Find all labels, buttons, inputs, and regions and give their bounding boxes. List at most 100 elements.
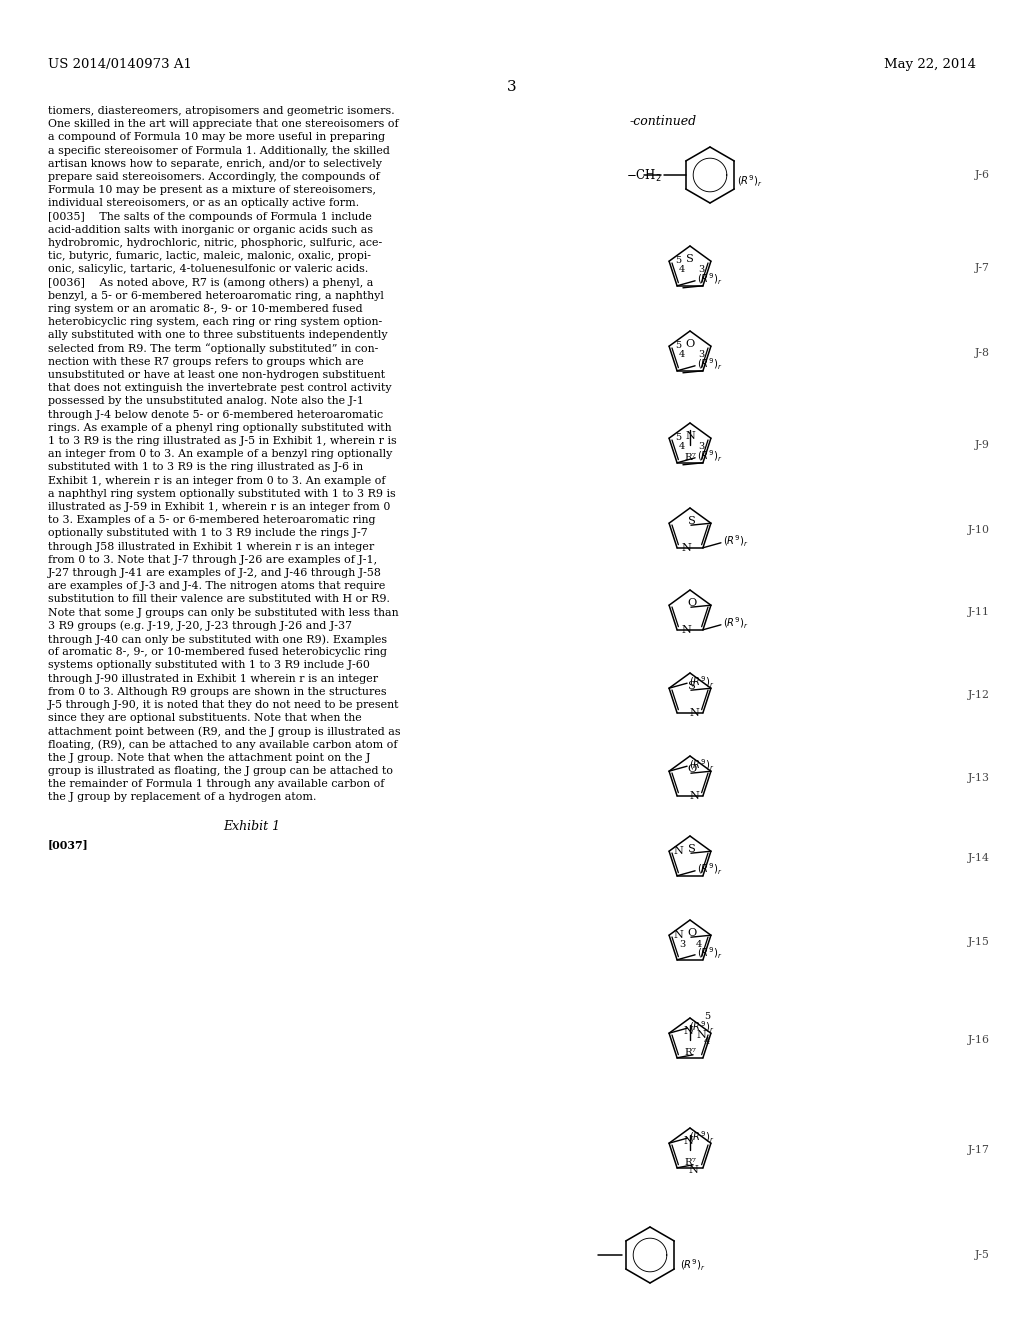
Text: J-15: J-15	[968, 937, 990, 946]
Text: substituted with 1 to 3 R9 is the ring illustrated as J-6 in: substituted with 1 to 3 R9 is the ring i…	[48, 462, 364, 473]
Text: J-16: J-16	[968, 1035, 990, 1045]
Text: 3 R9 groups (e.g. J-19, J-20, J-23 through J-26 and J-37: 3 R9 groups (e.g. J-19, J-20, J-23 throu…	[48, 620, 352, 631]
Text: 1 to 3 R9 is the ring illustrated as J-5 in Exhibit 1, wherein r is: 1 to 3 R9 is the ring illustrated as J-5…	[48, 436, 396, 446]
Text: the remainder of Formula 1 through any available carbon of: the remainder of Formula 1 through any a…	[48, 779, 384, 789]
Text: -continued: -continued	[630, 115, 697, 128]
Text: O: O	[687, 598, 696, 609]
Text: 5: 5	[675, 341, 681, 350]
Text: J-13: J-13	[968, 774, 990, 783]
Text: R⁷: R⁷	[684, 453, 696, 462]
Text: 3: 3	[698, 442, 705, 451]
Text: N: N	[685, 432, 695, 441]
Text: J-14: J-14	[968, 853, 990, 863]
Text: nection with these R7 groups refers to groups which are: nection with these R7 groups refers to g…	[48, 356, 364, 367]
Text: an integer from 0 to 3. An example of a benzyl ring optionally: an integer from 0 to 3. An example of a …	[48, 449, 392, 459]
Text: a naphthyl ring system optionally substituted with 1 to 3 R9 is: a naphthyl ring system optionally substi…	[48, 488, 395, 499]
Text: optionally substituted with 1 to 3 R9 include the rings J-7: optionally substituted with 1 to 3 R9 in…	[48, 528, 368, 539]
Text: S: S	[688, 681, 696, 690]
Text: J-27 through J-41 are examples of J-2, and J-46 through J-58: J-27 through J-41 are examples of J-2, a…	[48, 568, 382, 578]
Text: [0037]: [0037]	[48, 840, 89, 850]
Text: [0036]  As noted above, R7 is (among others) a phenyl, a: [0036] As noted above, R7 is (among othe…	[48, 277, 374, 288]
Text: 5: 5	[675, 256, 681, 265]
Text: $(R^9)_r$: $(R^9)_r$	[697, 862, 723, 878]
Text: the J group. Note that when the attachment point on the J: the J group. Note that when the attachme…	[48, 752, 371, 763]
Text: onic, salicylic, tartaric, 4-toluenesulfonic or valeric acids.: onic, salicylic, tartaric, 4-toluenesulf…	[48, 264, 369, 275]
Text: through J-90 illustrated in Exhibit 1 wherein r is an integer: through J-90 illustrated in Exhibit 1 wh…	[48, 673, 378, 684]
Text: J-9: J-9	[975, 440, 990, 450]
Text: N: N	[681, 543, 691, 553]
Text: 3: 3	[507, 81, 517, 94]
Text: O: O	[687, 928, 696, 939]
Text: O: O	[685, 339, 694, 348]
Text: $(R^9)_r$: $(R^9)_r$	[697, 449, 723, 465]
Text: ally substituted with one to three substituents independently: ally substituted with one to three subst…	[48, 330, 388, 341]
Text: Exhibit 1: Exhibit 1	[223, 820, 281, 833]
Text: $(R^9)_r$: $(R^9)_r$	[697, 272, 723, 288]
Text: N: N	[688, 1164, 698, 1175]
Text: R⁷: R⁷	[684, 1048, 696, 1057]
Text: $(R^9)_r$: $(R^9)_r$	[697, 358, 723, 372]
Text: Formula 10 may be present as a mixture of stereoisomers,: Formula 10 may be present as a mixture o…	[48, 185, 376, 195]
Text: 5: 5	[675, 433, 681, 442]
Text: Exhibit 1, wherein r is an integer from 0 to 3. An example of: Exhibit 1, wherein r is an integer from …	[48, 475, 385, 486]
Text: 4: 4	[679, 265, 685, 273]
Text: are examples of J-3 and J-4. The nitrogen atoms that require: are examples of J-3 and J-4. The nitroge…	[48, 581, 385, 591]
Text: through J-40 can only be substituted with one R9). Examples: through J-40 can only be substituted wit…	[48, 634, 387, 644]
Text: N: N	[683, 1026, 693, 1036]
Text: 4: 4	[679, 442, 685, 451]
Text: $(R^9)_r$: $(R^9)_r$	[697, 946, 723, 961]
Text: of aromatic 8-, 9-, or 10-membered fused heterobicyclic ring: of aromatic 8-, 9-, or 10-membered fused…	[48, 647, 387, 657]
Text: that does not extinguish the invertebrate pest control activity: that does not extinguish the invertebrat…	[48, 383, 391, 393]
Text: tiomers, diastereomers, atropisomers and geometric isomers.: tiomers, diastereomers, atropisomers and…	[48, 106, 394, 116]
Text: heterobicyclic ring system, each ring or ring system option-: heterobicyclic ring system, each ring or…	[48, 317, 382, 327]
Text: ring system or an aromatic 8-, 9- or 10-membered fused: ring system or an aromatic 8-, 9- or 10-…	[48, 304, 362, 314]
Text: $(R^9)_r$: $(R^9)_r$	[689, 1130, 715, 1144]
Text: $-$CH$_2$: $-$CH$_2$	[626, 168, 662, 183]
Text: the J group by replacement of a hydrogen atom.: the J group by replacement of a hydrogen…	[48, 792, 316, 803]
Text: a compound of Formula 10 may be more useful in preparing: a compound of Formula 10 may be more use…	[48, 132, 385, 143]
Text: 3: 3	[698, 265, 705, 273]
Text: S: S	[688, 843, 696, 854]
Text: N: N	[689, 708, 699, 718]
Text: $(R^9)_r$: $(R^9)_r$	[680, 1257, 706, 1272]
Text: a specific stereoisomer of Formula 1. Additionally, the skilled: a specific stereoisomer of Formula 1. Ad…	[48, 145, 390, 156]
Text: individual stereoisomers, or as an optically active form.: individual stereoisomers, or as an optic…	[48, 198, 359, 209]
Text: benzyl, a 5- or 6-membered heteroaromatic ring, a naphthyl: benzyl, a 5- or 6-membered heteroaromati…	[48, 290, 384, 301]
Text: N: N	[683, 1137, 693, 1146]
Text: group is illustrated as floating, the J group can be attached to: group is illustrated as floating, the J …	[48, 766, 393, 776]
Text: selected from R9. The term “optionally substituted” in con-: selected from R9. The term “optionally s…	[48, 343, 379, 354]
Text: substitution to fill their valence are substituted with H or R9.: substitution to fill their valence are s…	[48, 594, 390, 605]
Text: 3: 3	[679, 940, 685, 949]
Text: $(R^9)_r$: $(R^9)_r$	[689, 675, 715, 690]
Text: tic, butyric, fumaric, lactic, maleic, malonic, oxalic, propi-: tic, butyric, fumaric, lactic, maleic, m…	[48, 251, 371, 261]
Text: J-5: J-5	[975, 1250, 990, 1261]
Text: systems optionally substituted with 1 to 3 R9 include J-60: systems optionally substituted with 1 to…	[48, 660, 370, 671]
Text: 4: 4	[703, 1036, 711, 1045]
Text: $(R^9)_r$: $(R^9)_r$	[689, 758, 715, 774]
Text: from 0 to 3. Although R9 groups are shown in the structures: from 0 to 3. Although R9 groups are show…	[48, 686, 387, 697]
Text: N: N	[673, 846, 683, 857]
Text: Note that some J groups can only be substituted with less than: Note that some J groups can only be subs…	[48, 607, 398, 618]
Text: N: N	[696, 1030, 706, 1040]
Text: May 22, 2014: May 22, 2014	[884, 58, 976, 71]
Text: J-12: J-12	[968, 690, 990, 700]
Text: $(R^9)_r$: $(R^9)_r$	[723, 535, 749, 549]
Text: prepare said stereoisomers. Accordingly, the compounds of: prepare said stereoisomers. Accordingly,…	[48, 172, 380, 182]
Text: unsubstituted or have at least one non-hydrogen substituent: unsubstituted or have at least one non-h…	[48, 370, 385, 380]
Text: through J58 illustrated in Exhibit 1 wherein r is an integer: through J58 illustrated in Exhibit 1 whe…	[48, 541, 374, 552]
Text: US 2014/0140973 A1: US 2014/0140973 A1	[48, 58, 191, 71]
Text: rings. As example of a phenyl ring optionally substituted with: rings. As example of a phenyl ring optio…	[48, 422, 391, 433]
Text: from 0 to 3. Note that J-7 through J-26 are examples of J-1,: from 0 to 3. Note that J-7 through J-26 …	[48, 554, 377, 565]
Text: One skilled in the art will appreciate that one stereoisomers of: One skilled in the art will appreciate t…	[48, 119, 398, 129]
Text: acid-addition salts with inorganic or organic acids such as: acid-addition salts with inorganic or or…	[48, 224, 373, 235]
Text: hydrobromic, hydrochloric, nitric, phosphoric, sulfuric, ace-: hydrobromic, hydrochloric, nitric, phosp…	[48, 238, 382, 248]
Text: $(R^9)_r$: $(R^9)_r$	[737, 173, 763, 189]
Text: [0035]  The salts of the compounds of Formula 1 include: [0035] The salts of the compounds of For…	[48, 211, 372, 222]
Text: J-10: J-10	[968, 525, 990, 535]
Text: J-5 through J-90, it is noted that they do not need to be present: J-5 through J-90, it is noted that they …	[48, 700, 399, 710]
Text: N: N	[689, 791, 699, 801]
Text: 4: 4	[696, 940, 702, 949]
Text: S: S	[686, 253, 694, 264]
Text: N: N	[681, 624, 691, 635]
Text: 4: 4	[679, 350, 685, 359]
